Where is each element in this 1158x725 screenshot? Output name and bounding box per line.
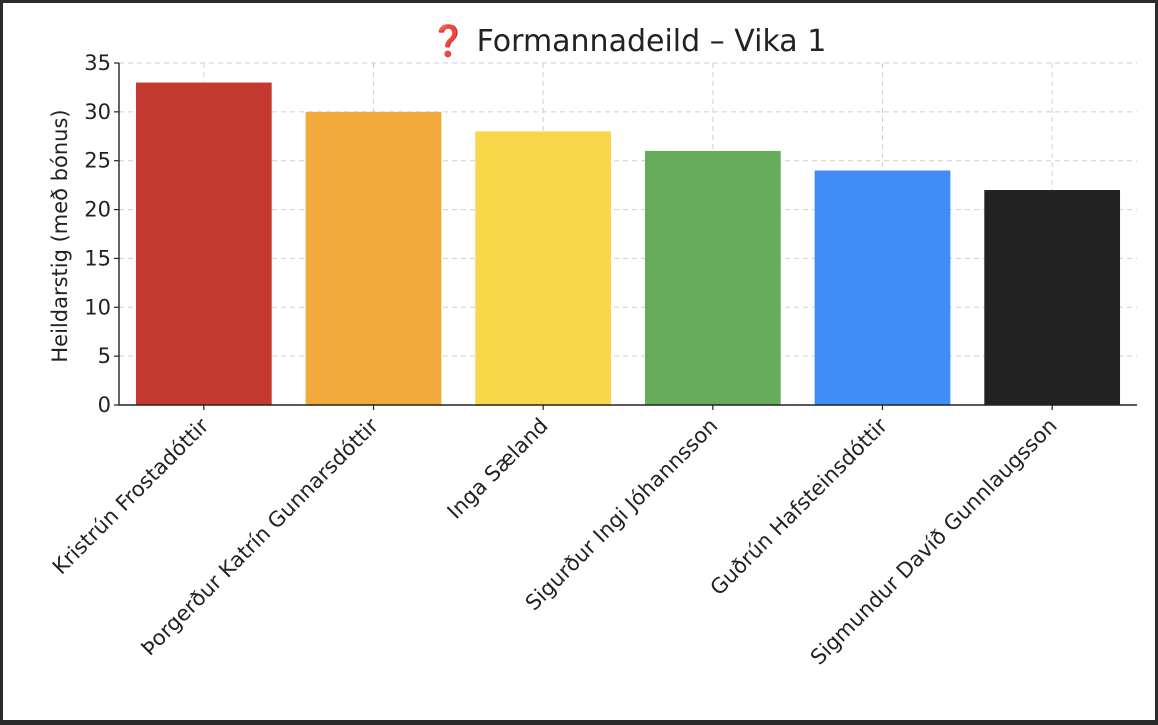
y-tick-label: 35	[84, 51, 111, 75]
x-tick-label: Sigurður Ingi Jóhannsson	[521, 414, 723, 616]
chart-title: ❓ Formannadeild – Vika 1	[430, 23, 827, 59]
bar	[814, 170, 951, 405]
bars	[135, 82, 1121, 406]
y-tick-label: 30	[84, 100, 111, 124]
y-tick-labels: 0 5 10 15 20 25 30 35	[84, 51, 111, 417]
bar-chart: ❓ Formannadeild – Vika 1 05101520253035 …	[48, 23, 1137, 669]
y-tick-label: 20	[84, 198, 111, 222]
y-axis-label: Heildarstig (með bónus)	[48, 109, 72, 362]
axes	[114, 62, 1137, 410]
x-tick-label: Guðrún Hafsteinsdóttir	[706, 413, 893, 600]
x-tick-label: Inga Sæland	[443, 414, 553, 524]
y-tick-label: 0	[98, 393, 111, 417]
bar	[644, 150, 781, 405]
y-tick-label: 10	[84, 295, 111, 319]
bar	[475, 131, 612, 405]
bar	[305, 111, 442, 405]
y-tick-label: 5	[98, 344, 111, 368]
y-tick-label: 25	[84, 149, 111, 173]
x-tick-label: Kristrún Frostadóttir	[48, 413, 214, 579]
bar	[135, 82, 272, 406]
bar	[984, 190, 1121, 405]
y-tick-label: 15	[84, 246, 111, 270]
